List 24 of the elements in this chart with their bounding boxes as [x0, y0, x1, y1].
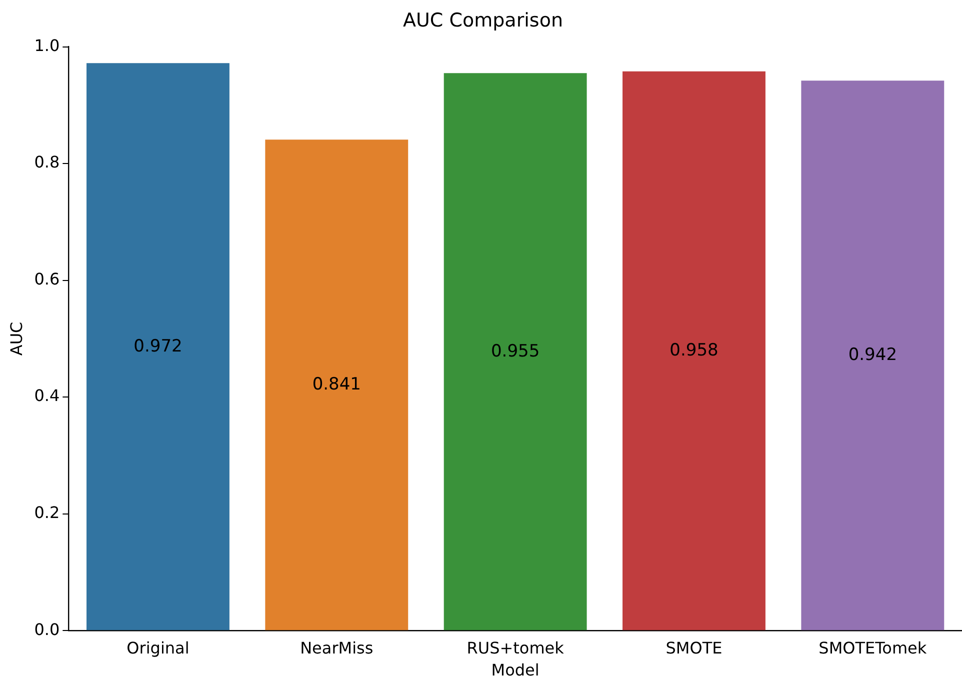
bar — [622, 71, 766, 630]
y-tick-label: 0.8 — [34, 152, 60, 172]
x-tick-label: SMOTE — [666, 638, 722, 658]
bar — [444, 73, 587, 630]
chart-title: AUC Comparison — [403, 9, 563, 32]
data-label: 0.972 — [134, 336, 182, 356]
y-axis-title: AUC — [6, 322, 26, 356]
y-tick-label: 0.2 — [34, 502, 60, 522]
x-tick-label: Original — [126, 638, 190, 658]
y-tick-label: 1.0 — [34, 36, 60, 55]
y-tick-label: 0.4 — [34, 386, 60, 406]
bar — [801, 80, 944, 630]
bar — [86, 63, 230, 630]
x-tick-label: RUS+tomek — [466, 638, 565, 658]
bar — [265, 140, 408, 630]
x-axis-title: Model — [491, 660, 540, 680]
data-label: 0.958 — [670, 340, 718, 360]
data-label: 0.955 — [490, 341, 540, 362]
y-tick-label: 0.6 — [34, 269, 60, 288]
y-tick-label: 0.0 — [34, 620, 60, 639]
data-label: 0.841 — [312, 374, 361, 395]
x-tick-label: SMOTETomek — [818, 638, 928, 658]
x-tick-label: NearMiss — [300, 638, 374, 658]
data-label: 0.942 — [848, 345, 897, 366]
